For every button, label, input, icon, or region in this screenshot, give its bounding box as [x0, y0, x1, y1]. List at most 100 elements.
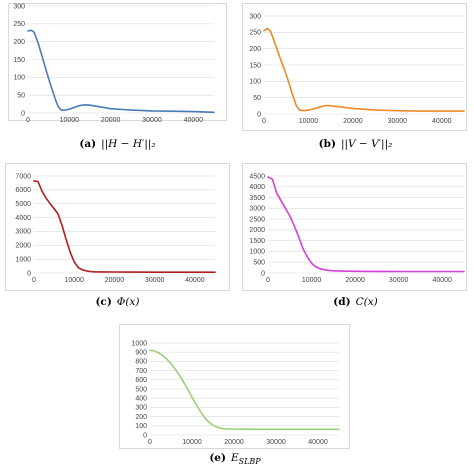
chart-a-xtick-label: 20000	[101, 117, 121, 124]
chart-b-ytick-label: 0	[257, 111, 261, 118]
caption-e-sub: SLBP	[238, 457, 261, 467]
chart-a-xtick-label: 30000	[142, 117, 162, 124]
chart-a-ytick-label: 300	[13, 3, 25, 10]
chart-e-ytick-label: 500	[135, 386, 147, 393]
chart-e-xtick-label: 10000	[182, 439, 202, 446]
caption-b-expr: ||V − V′||₂	[340, 138, 393, 150]
chart-d: 0 500 1000 1500 2000 2500 3000 3500 4000 4500 0 100…	[242, 163, 467, 291]
chart-d-xtick-label: 20000	[345, 277, 365, 284]
chart-a-xtick-label: 0	[26, 117, 30, 124]
chart-c-xtick-label: 30000	[145, 277, 165, 284]
chart-d-ytick-label: 3500	[249, 195, 265, 202]
chart-d-ytick-label: 4500	[249, 173, 265, 180]
chart-c-series-line	[33, 180, 216, 273]
chart-e-xtick-label: 40000	[308, 439, 328, 446]
chart-e-xtick-label: 0	[148, 439, 152, 446]
caption-c: (c) Φ(x)	[0, 296, 235, 308]
chart-b-ytick-label: 150	[249, 62, 261, 69]
chart-panel-b: 0 50 100 150 200 250 300 0 10000 20000 30000 40000 …	[237, 0, 474, 156]
chart-d-ytick-label: 1000	[249, 249, 265, 256]
chart-c-ytick-label: 3000	[15, 229, 31, 236]
caption-d: (d) C(x)	[237, 296, 474, 308]
chart-e-ytick-label: 200	[135, 414, 147, 421]
caption-a-tag: (a)	[79, 138, 97, 150]
chart-a-xtick-label: 40000	[184, 117, 204, 124]
chart-c-ytick-label: 5000	[15, 201, 31, 208]
chart-d-ytick-label: 2000	[249, 227, 265, 234]
chart-c-xtick-label: 0	[32, 277, 36, 284]
chart-b-xtick-label: 30000	[388, 118, 408, 125]
chart-e-ytick-label: 300	[135, 405, 147, 412]
chart-b-ytick-label: 300	[249, 13, 261, 20]
chart-c-ytick-label: 4000	[15, 215, 31, 222]
chart-e-frame	[119, 324, 350, 449]
chart-e-series-line	[149, 349, 340, 431]
chart-a-ytick-label: 100	[13, 75, 25, 82]
chart-a-ytick-label: 0	[21, 110, 25, 117]
chart-panel-e: 0 100 200 300 400 500 600 700 800 900 1000 0 10000 20…	[118, 322, 352, 474]
caption-b-tag: (b)	[318, 138, 336, 150]
chart-b-series-line	[263, 27, 465, 112]
chart-panel-c: 0 1000 2000 3000 4000 5000 6000 7000 0 10000 20000…	[0, 160, 235, 316]
chart-d-ytick-label: 2500	[249, 216, 265, 223]
chart-d-xtick-label: 10000	[302, 277, 322, 284]
chart-d-ytick-label: 0	[261, 270, 265, 277]
chart-e-xtick-label: 20000	[224, 439, 244, 446]
chart-d-xtick-label: 30000	[389, 277, 409, 284]
chart-d-series-line	[267, 176, 465, 273]
chart-c-xtick-label: 10000	[64, 277, 84, 284]
chart-b-ytick-label: 100	[249, 79, 261, 86]
chart-a-ytick-label: 250	[13, 21, 25, 28]
chart-b-ytick-label: 200	[249, 46, 261, 53]
chart-a-ytick-label: 200	[13, 39, 25, 46]
chart-d-ytick-label: 500	[253, 260, 265, 267]
chart-e-ytick-label: 400	[135, 396, 147, 403]
caption-c-expr: Φ(x)	[116, 296, 140, 308]
chart-e-ytick-label: 100	[135, 423, 147, 430]
caption-d-tag: (d)	[333, 296, 351, 308]
chart-d-ytick-label: 1500	[249, 238, 265, 245]
chart-b-xtick-label: 10000	[299, 118, 319, 125]
chart-b: 0 50 100 150 200 250 300 0 10000 20000 30000 40000	[242, 3, 467, 131]
chart-a: 0 50 100 150 200 250 300 0 10000 20000 30000 40000	[8, 3, 227, 124]
chart-e-ytick-label: 900	[135, 350, 147, 357]
chart-c-ytick-label: 2000	[15, 243, 31, 250]
chart-panel-a: 0 50 100 150 200 250 300 0 10000 20000 30000 40000 …	[0, 0, 235, 156]
caption-a: (a) ||H − H′||₂	[0, 138, 235, 150]
chart-e-xtick-label: 30000	[266, 439, 286, 446]
chart-a-ytick-label: 50	[17, 92, 25, 99]
chart-c-frame	[5, 163, 230, 291]
chart-c-ytick-label: 7000	[15, 173, 31, 180]
chart-c-xtick-label: 20000	[105, 277, 125, 284]
caption-e-tag: (e)	[209, 452, 226, 464]
chart-d-ytick-label: 4000	[249, 184, 265, 191]
chart-d-frame	[242, 163, 467, 291]
chart-c-xtick-label: 40000	[185, 277, 205, 284]
chart-b-ytick-label: 250	[249, 30, 261, 37]
chart-a-frame	[8, 3, 227, 121]
chart-b-xtick-label: 0	[262, 118, 266, 125]
chart-e-ytick-label: 1000	[131, 340, 147, 347]
caption-e: (e) ESLBP	[118, 452, 352, 466]
chart-panel-d: 0 500 1000 1500 2000 2500 3000 3500 4000 4500 0 100…	[237, 160, 474, 316]
caption-d-expr: C(x)	[355, 296, 378, 308]
chart-c-ytick-label: 0	[27, 270, 31, 277]
chart-c-ytick-label: 6000	[15, 187, 31, 194]
caption-c-tag: (c)	[95, 296, 112, 308]
chart-b-xtick-label: 20000	[343, 118, 363, 125]
chart-e-ytick-label: 700	[135, 368, 147, 375]
chart-d-xtick-label: 0	[266, 277, 270, 284]
chart-e-ytick-label: 600	[135, 377, 147, 384]
chart-d-ytick-label: 3000	[249, 206, 265, 213]
chart-b-ytick-label: 50	[253, 95, 261, 102]
chart-e-ytick-label: 0	[143, 432, 147, 439]
caption-e-expr: E	[230, 452, 239, 464]
caption-b: (b) ||V − V′||₂	[237, 138, 474, 150]
caption-a-expr: ||H − H′||₂	[101, 138, 156, 150]
chart-d-xtick-label: 40000	[432, 277, 452, 284]
chart-a-xtick-label: 10000	[60, 117, 80, 124]
chart-b-xtick-label: 40000	[432, 118, 452, 125]
chart-e-ytick-label: 800	[135, 359, 147, 366]
chart-a-series-line	[27, 29, 215, 114]
